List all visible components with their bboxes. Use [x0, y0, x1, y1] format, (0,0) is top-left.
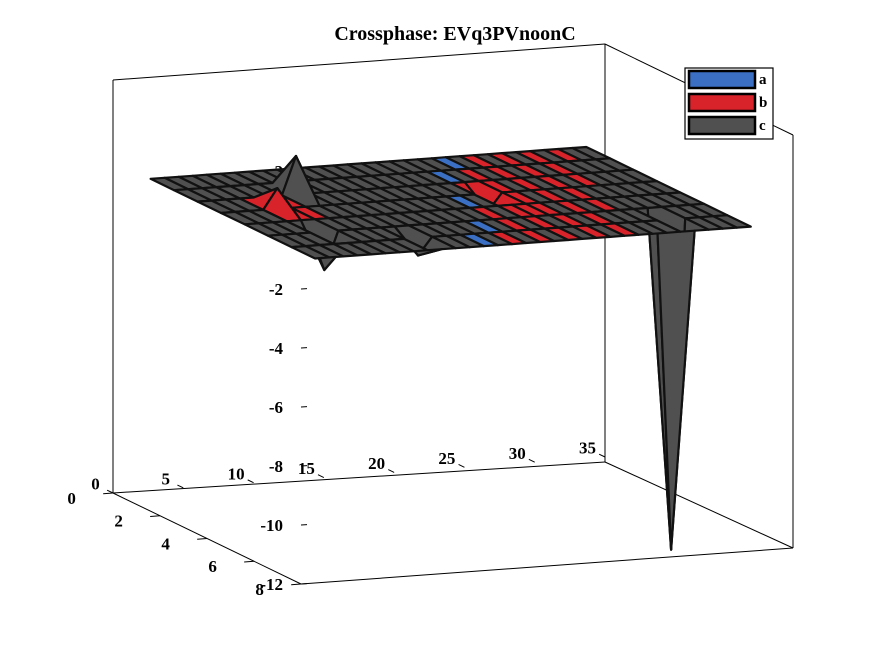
y-tick-label: 4 [161, 534, 170, 553]
axis-floor-back-edge [112, 461, 606, 494]
legend-label-a: a [759, 72, 767, 88]
x-tick-mark [528, 458, 535, 463]
x-tick-label: 30 [509, 444, 526, 463]
x-tick-label: 25 [438, 449, 455, 468]
z-tick-label: -2 [269, 280, 283, 299]
x-tick-label: 20 [368, 454, 385, 473]
y-tick-mark [244, 560, 255, 563]
legend-label-b: b [759, 95, 767, 111]
x-tick-label: 10 [228, 464, 245, 483]
y-tick-mark [150, 515, 161, 517]
x-tick-label: 35 [579, 439, 596, 458]
y-tick-label: 0 [67, 489, 76, 508]
x-tick-label: 0 [91, 475, 100, 494]
x-tick-mark [317, 474, 325, 479]
axis-tick-labels: 051015202530350246820-2-4-6-8-10-12 [67, 162, 596, 599]
legend: a b c [684, 67, 774, 140]
y-tick-label: 6 [208, 557, 217, 576]
y-tick-label: 8 [255, 580, 264, 599]
legend-item-c: c [687, 115, 766, 136]
x-tick-mark [247, 479, 254, 484]
legend-swatch-c [687, 115, 757, 136]
z-tick-label: -6 [269, 398, 283, 417]
chart-title: Crossphase: EVq3PVnoonC [334, 23, 575, 45]
y-tick-mark [291, 583, 302, 586]
legend-swatch-b [687, 92, 757, 113]
y-tick-mark [197, 538, 208, 540]
x-tick-mark [458, 463, 465, 468]
z-tick-label: -12 [260, 575, 283, 594]
surface-plot [149, 145, 752, 551]
legend-label-c: c [759, 118, 766, 134]
x-tick-label: 5 [162, 469, 171, 488]
x-tick-label: 15 [298, 459, 315, 478]
axis-floor-right-edge [604, 461, 794, 549]
y-tick-label: 2 [114, 512, 123, 531]
legend-item-a: a [687, 69, 767, 90]
surface-cell [290, 245, 331, 260]
z-tick-label: -8 [269, 457, 283, 476]
x-tick-mark [177, 484, 184, 489]
z-tick-label: -10 [260, 516, 283, 535]
x-tick-mark [598, 453, 606, 458]
x-tick-mark [388, 469, 395, 473]
x-tick-mark [106, 489, 114, 494]
z-tick-label: -4 [269, 339, 284, 358]
axis-top-back-edge [112, 43, 606, 81]
legend-item-b: b [687, 92, 767, 113]
legend-swatch-a [687, 69, 757, 90]
x-axis-line [300, 547, 794, 585]
y-tick-mark [103, 492, 114, 495]
